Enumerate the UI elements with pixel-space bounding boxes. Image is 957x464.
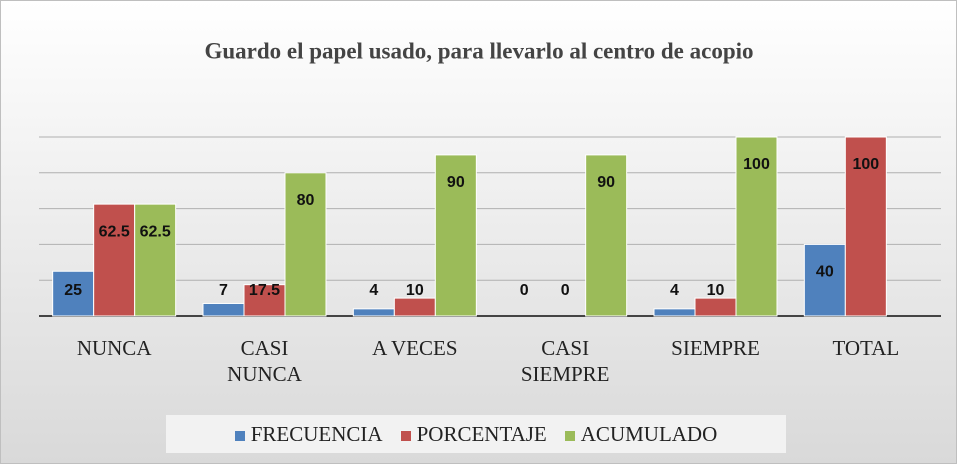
data-label: 62.5 bbox=[99, 223, 130, 240]
data-label: 10 bbox=[707, 282, 725, 299]
x-tick-label: CASI NUNCA bbox=[227, 336, 302, 386]
legend-item: PORCENTAJE bbox=[400, 421, 547, 447]
x-tick-label: TOTAL bbox=[832, 336, 900, 360]
bar bbox=[243, 284, 286, 317]
x-tick-label: A VECES bbox=[372, 336, 458, 360]
legend-swatch bbox=[234, 430, 245, 441]
data-label: 0 bbox=[520, 282, 529, 299]
bar bbox=[134, 203, 177, 317]
legend-swatch bbox=[400, 430, 411, 441]
data-label: 100 bbox=[743, 156, 770, 173]
x-tick-label: SIEMPRE bbox=[671, 336, 760, 360]
bar bbox=[93, 203, 136, 317]
bar bbox=[352, 308, 395, 317]
legend-label: FRECUENCIA bbox=[250, 421, 383, 446]
bar bbox=[694, 297, 737, 317]
data-label: 0 bbox=[561, 282, 570, 299]
bar bbox=[202, 302, 245, 317]
legend: FRECUENCIA PORCENTAJE ACUMULADO bbox=[166, 415, 786, 453]
legend-item: ACUMULADO bbox=[564, 421, 718, 447]
data-label: 90 bbox=[597, 174, 615, 191]
bar bbox=[52, 270, 95, 317]
data-label: 17.5 bbox=[249, 282, 280, 299]
bar bbox=[735, 136, 778, 317]
bar bbox=[585, 154, 628, 317]
legend-label: PORCENTAJE bbox=[416, 421, 547, 446]
data-label: 62.5 bbox=[140, 223, 171, 240]
bar bbox=[393, 297, 436, 317]
data-label: 10 bbox=[406, 282, 424, 299]
data-label: 4 bbox=[369, 282, 378, 299]
bar bbox=[284, 172, 327, 317]
legend-label: ACUMULADO bbox=[580, 421, 718, 446]
x-tick-label: CASI SIEMPRE bbox=[520, 336, 610, 386]
data-label: 7 bbox=[219, 282, 228, 299]
data-label: 90 bbox=[447, 174, 465, 191]
bar bbox=[653, 308, 696, 317]
data-label: 4 bbox=[670, 282, 679, 299]
bar bbox=[844, 136, 887, 317]
chart-title: Guardo el papel usado, para llevarlo al … bbox=[204, 38, 753, 63]
legend-item: FRECUENCIA bbox=[234, 421, 383, 447]
legend-swatch bbox=[564, 430, 575, 441]
data-label: 25 bbox=[64, 282, 82, 299]
data-label: 100 bbox=[852, 156, 879, 173]
bar bbox=[434, 154, 477, 317]
data-label: 80 bbox=[297, 192, 315, 209]
x-tick-label: NUNCA bbox=[76, 336, 152, 360]
data-label: 40 bbox=[816, 264, 834, 281]
